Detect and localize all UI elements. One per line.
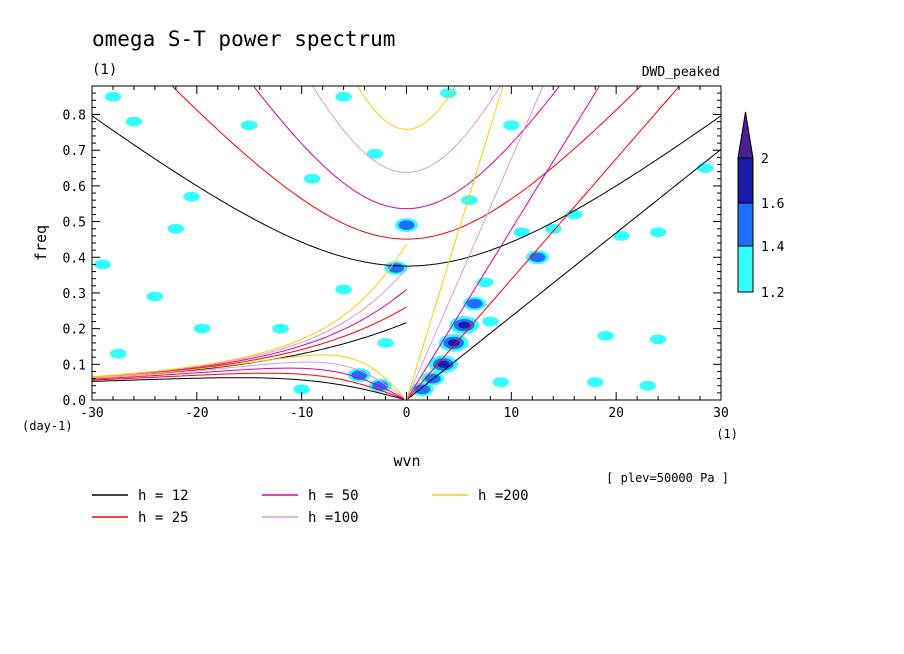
y-tick-label: 0.4 [63, 251, 87, 266]
contour-blob [303, 173, 321, 184]
colorbar-label: 1.4 [761, 240, 785, 255]
contour-blob [94, 259, 111, 270]
y-tick-label: 0.0 [63, 394, 86, 409]
gravity-curve [252, 86, 561, 210]
rossby-curve [92, 372, 405, 400]
y-axis-unit: (day-1) [22, 419, 73, 433]
contour-blob [529, 252, 546, 263]
kelvin-curve [406, 86, 681, 400]
contour-blob [335, 284, 352, 295]
rossby-curve [92, 354, 405, 398]
y-axis-label: freq [32, 225, 50, 261]
chart-title: omega S-T power spectrum [92, 27, 395, 51]
legend: h = 12 h = 25 h = 50 h =100 h =200 [92, 488, 529, 526]
colorbar-label: 2 [761, 152, 769, 167]
contour-blob [109, 348, 127, 359]
legend-label: h = 25 [138, 510, 189, 526]
y-tick-label: 0.5 [63, 216, 86, 231]
contour-blob [597, 330, 614, 341]
y-tick-label: 0.8 [63, 109, 86, 124]
contour-blob [649, 334, 667, 345]
contour-blob [398, 220, 415, 230]
gravity-curve [356, 86, 457, 130]
contour-blob [183, 191, 200, 202]
legend-label: h =100 [308, 510, 359, 526]
y-tick-label: 0.1 [63, 358, 86, 373]
x-tick-label: 10 [504, 406, 520, 421]
colorbar-segment [737, 157, 754, 204]
gravity-curve [311, 86, 502, 173]
contour-blob [503, 120, 520, 131]
contour-blob [461, 195, 478, 206]
contour-blob [447, 339, 460, 347]
x-tick-label: 20 [608, 406, 624, 421]
y-tick-label: 0.2 [63, 323, 86, 338]
contour-blob [167, 223, 185, 234]
legend-label: h = 50 [308, 488, 359, 504]
y-tick-label: 0.6 [63, 180, 86, 195]
kelvin-curve [406, 86, 504, 400]
colorbar-label: 1.2 [761, 286, 784, 301]
x-tick-label: 30 [713, 406, 729, 421]
x-tick-label: 0 [403, 406, 411, 421]
contour-blob [272, 323, 290, 334]
colorbar: 1.2 1.4 1.6 2 [737, 111, 785, 301]
kelvin-curve [406, 148, 721, 400]
legend-label: h = 12 [138, 488, 189, 504]
axes: -30 -20 -10 0 10 20 30 0.0 0.1 0.2 0.3 0.4 0.5 0.6 0.7… [63, 86, 729, 421]
contour-blob [492, 377, 510, 388]
y-tick-label: 0.7 [63, 144, 86, 159]
contour-blob [613, 230, 630, 241]
power-contours [94, 88, 714, 397]
contour-blob [639, 380, 656, 391]
colorbar-extension [737, 111, 754, 159]
x-tick-label: -10 [290, 406, 313, 421]
kelvin-curve [406, 86, 544, 400]
mixed-rossby-gravity-curve [92, 243, 407, 378]
x-axis-unit: (1) [716, 427, 738, 441]
contour-blob [649, 227, 667, 238]
x-tick-label: -20 [185, 406, 208, 421]
colorbar-segment [737, 245, 754, 293]
contour-blob [293, 384, 310, 395]
contour-blob [437, 360, 450, 368]
chart-subtitle-right: DWD_peaked [642, 65, 720, 80]
contour-blob [193, 323, 211, 334]
dispersion-curves [92, 86, 721, 400]
plot-background [92, 86, 721, 400]
legend-label: h =200 [478, 488, 529, 504]
colorbar-segment [737, 202, 754, 247]
gravity-curve [171, 86, 642, 240]
contour-blob [696, 163, 714, 173]
x-tick-label: -30 [80, 406, 103, 421]
rossby-curve [92, 377, 405, 400]
contour-blob [476, 277, 494, 288]
contour-blob [335, 91, 352, 102]
kelvin-curve [406, 86, 601, 400]
gravity-curve [92, 115, 721, 267]
chart-subtitle-left: (1) [92, 62, 117, 78]
y-tick-label: 0.3 [63, 287, 86, 302]
contour-blob [513, 227, 531, 238]
contour-blob [586, 377, 604, 388]
rossby-curve [92, 367, 405, 400]
contour-blob [466, 298, 483, 309]
contour-blob [414, 384, 431, 395]
x-axis-label: wvn [393, 452, 420, 470]
contour-blob [104, 91, 122, 102]
colorbar-label: 1.6 [761, 197, 784, 212]
contour-blob [366, 148, 384, 159]
contour-blob [146, 291, 164, 302]
contour-blob [458, 321, 471, 329]
contour-blob [240, 120, 258, 131]
contour-blob [377, 338, 394, 348]
rossby-curve [92, 361, 405, 399]
contour-blob [482, 316, 499, 327]
contour-blob [125, 116, 143, 127]
plev-annotation: [ plev=50000 Pa ] [606, 471, 729, 485]
